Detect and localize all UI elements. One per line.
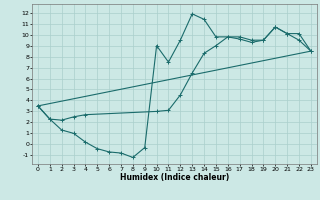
X-axis label: Humidex (Indice chaleur): Humidex (Indice chaleur) xyxy=(120,173,229,182)
